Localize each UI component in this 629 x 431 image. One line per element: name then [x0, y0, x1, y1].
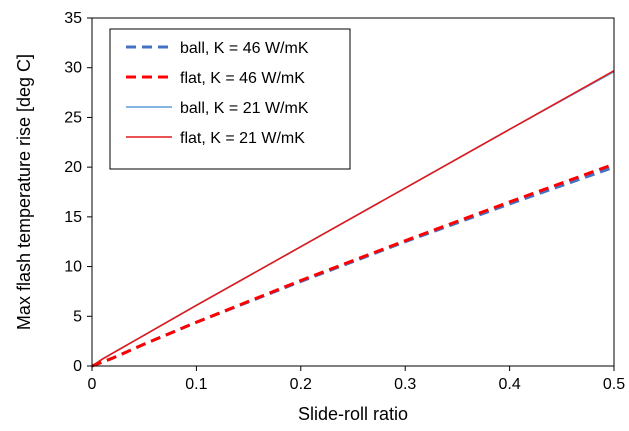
plot-frame	[91, 17, 615, 367]
legend-label: ball, K = 46 W/mK	[180, 40, 309, 57]
y-tick-label: 35	[64, 10, 82, 27]
x-tick-label: 0.2	[290, 376, 312, 393]
legend-label: ball, K = 21 W/mK	[180, 100, 309, 117]
y-tick-label: 20	[64, 159, 82, 176]
series-line-0	[91, 165, 615, 368]
y-tick-label: 30	[64, 60, 82, 77]
series-line-3	[91, 70, 615, 367]
x-tick-label: 0.5	[603, 376, 625, 393]
legend-label: flat, K = 46 W/mK	[180, 70, 305, 87]
plot-lines	[91, 70, 615, 368]
y-axis-title: Max flash temperature rise [deg C]	[14, 54, 34, 330]
series-line-1	[91, 162, 615, 368]
y-tick-label: 25	[64, 109, 82, 126]
x-tick-label: 0.3	[394, 376, 416, 393]
x-tick-label: 0.1	[185, 376, 207, 393]
y-axis-ticks: 0 5 10 15 20 25 30 35	[64, 10, 92, 375]
y-tick-label: 0	[73, 358, 82, 375]
x-tick-label: 0	[88, 376, 97, 393]
x-axis-ticks: 0 0.1 0.2 0.3 0.4 0.5	[88, 366, 625, 393]
y-tick-label: 10	[64, 259, 82, 276]
x-tick-label: 0.4	[498, 376, 520, 393]
legend-box	[109, 28, 351, 170]
y-tick-label: 15	[64, 209, 82, 226]
x-axis-title: Slide-roll ratio	[298, 404, 408, 424]
legend: ball, K = 46 W/mK flat, K = 46 W/mK ball, …	[109, 28, 351, 170]
legend-label: flat, K = 21 W/mK	[180, 130, 305, 147]
y-tick-label: 5	[73, 308, 82, 325]
